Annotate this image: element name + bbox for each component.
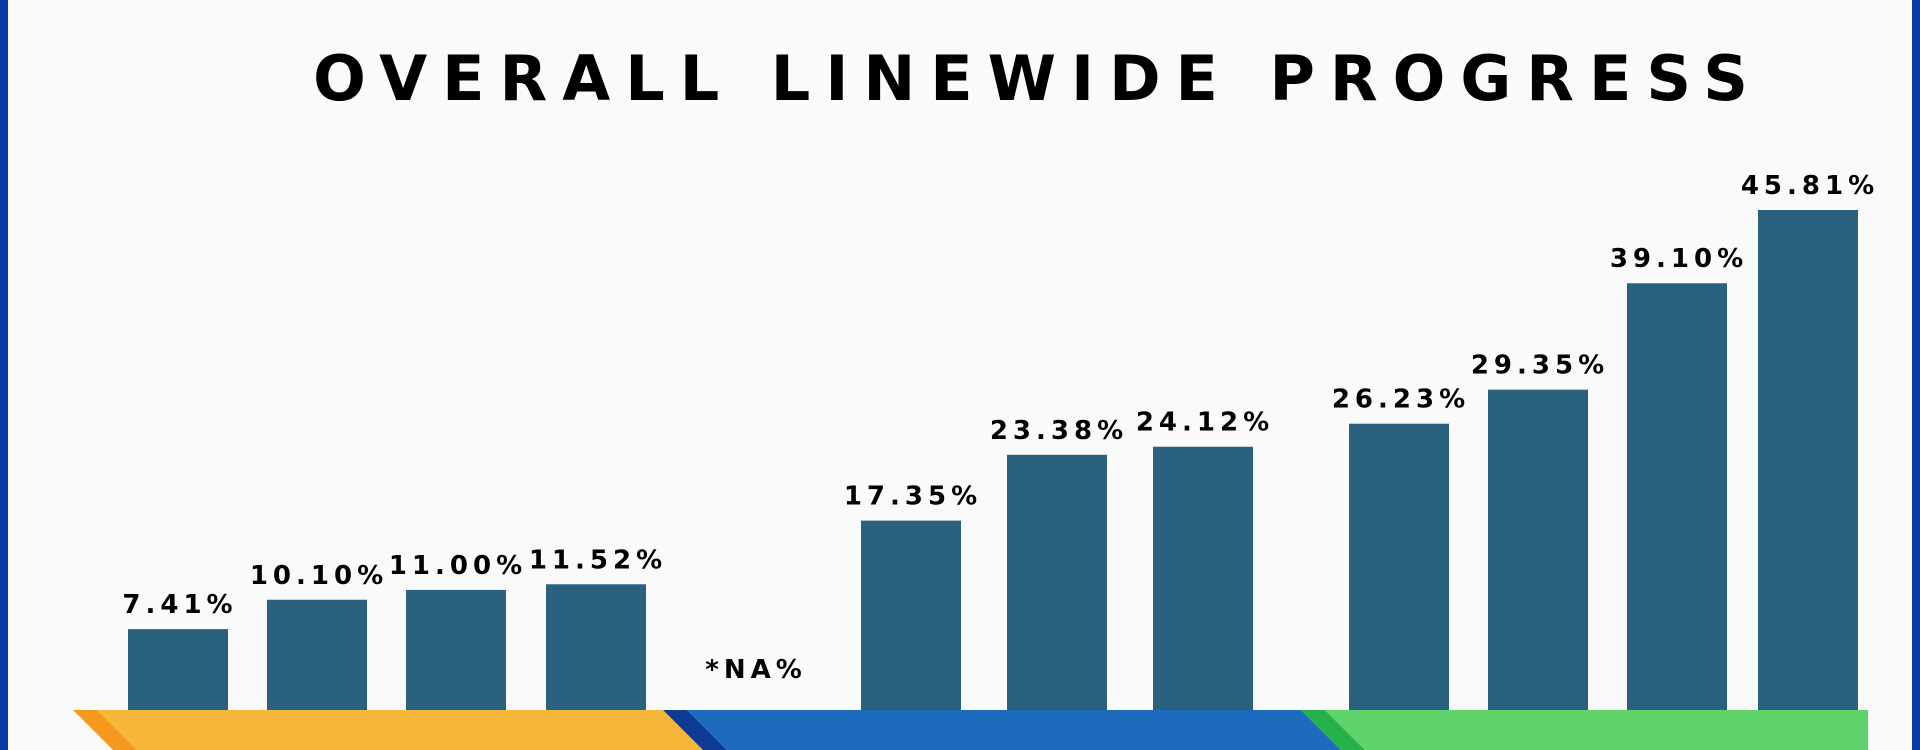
bar: [1007, 454, 1107, 710]
group-band-accent: [663, 710, 727, 750]
data-label: 11.00%: [389, 551, 527, 581]
bars-layer: [128, 210, 1858, 710]
bar: [406, 589, 506, 710]
value-labels-layer: 7.41% 10.10% 11.00% 11.52% *NA% 17.35% 23.38% 2…: [122, 171, 1879, 685]
data-label: 45.81%: [1741, 171, 1879, 201]
bar: [546, 584, 646, 710]
group-band-accent: [1301, 710, 1365, 750]
bar: [128, 629, 228, 710]
group-band: [97, 710, 703, 750]
group-band: [687, 710, 1341, 750]
data-label: 23.38%: [990, 416, 1128, 446]
data-label: 17.35%: [844, 482, 982, 512]
data-label: 7.41%: [122, 590, 237, 620]
bar-chart: OVERALL LINEWIDE PROGRESS 7.41%10.10% 11.…: [73, 42, 1879, 750]
bar: [1488, 389, 1588, 710]
group-band-accent: [73, 710, 137, 750]
group-band: [1325, 710, 1868, 750]
bar: [267, 599, 367, 710]
data-label: 29.35%: [1471, 351, 1609, 381]
data-label: 24.12%: [1136, 408, 1274, 438]
chart-title: OVERALL LINEWIDE PROGRESS: [313, 42, 1763, 115]
bar: [1153, 446, 1253, 710]
data-label: *NA%: [705, 655, 807, 685]
bar: [1349, 423, 1449, 710]
bar: [1627, 283, 1727, 710]
data-label: 10.10%: [250, 561, 388, 591]
data-label: 39.10%: [1610, 244, 1748, 274]
data-label: 11.52%: [529, 545, 667, 575]
group-bands: [73, 710, 1868, 750]
chart-frame: OVERALL LINEWIDE PROGRESS 7.41% 10.10% 11.…: [8, 0, 1912, 750]
bar: [861, 520, 961, 710]
data-label: 26.23%: [1332, 385, 1470, 415]
bar: [1758, 210, 1858, 710]
